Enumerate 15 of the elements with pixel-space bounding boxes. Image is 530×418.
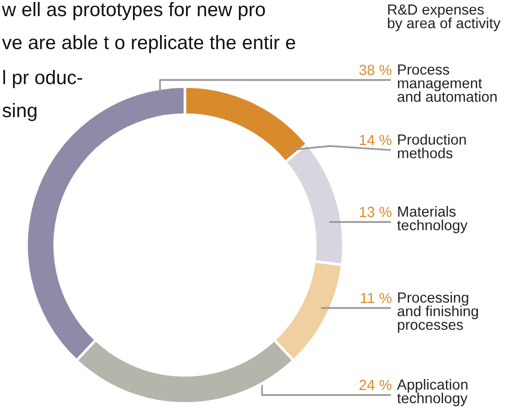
data-label: 14 % [360, 134, 392, 146]
slice-label: Production methods [398, 134, 466, 158]
data-label: 24 % [359, 380, 392, 390]
text: l pr oduc- [3, 70, 82, 88]
text: ve are able t o replicate the entir e [2, 35, 296, 54]
data-label: 38 % [359, 64, 392, 76]
data-label: 11 % [360, 292, 392, 304]
text: sing [2, 103, 36, 122]
slice-label: Process management and automation [398, 64, 497, 102]
data-label: 13 % [360, 206, 392, 218]
slice-label: Application technology [397, 379, 468, 406]
slice-label: Processing and finishing processes [398, 292, 478, 333]
slice-label: Materials technology [397, 206, 468, 234]
chart-title: R&D expenses by area of activity [388, 4, 500, 32]
text: w ell as prototypes for new pro [2, 2, 265, 20]
